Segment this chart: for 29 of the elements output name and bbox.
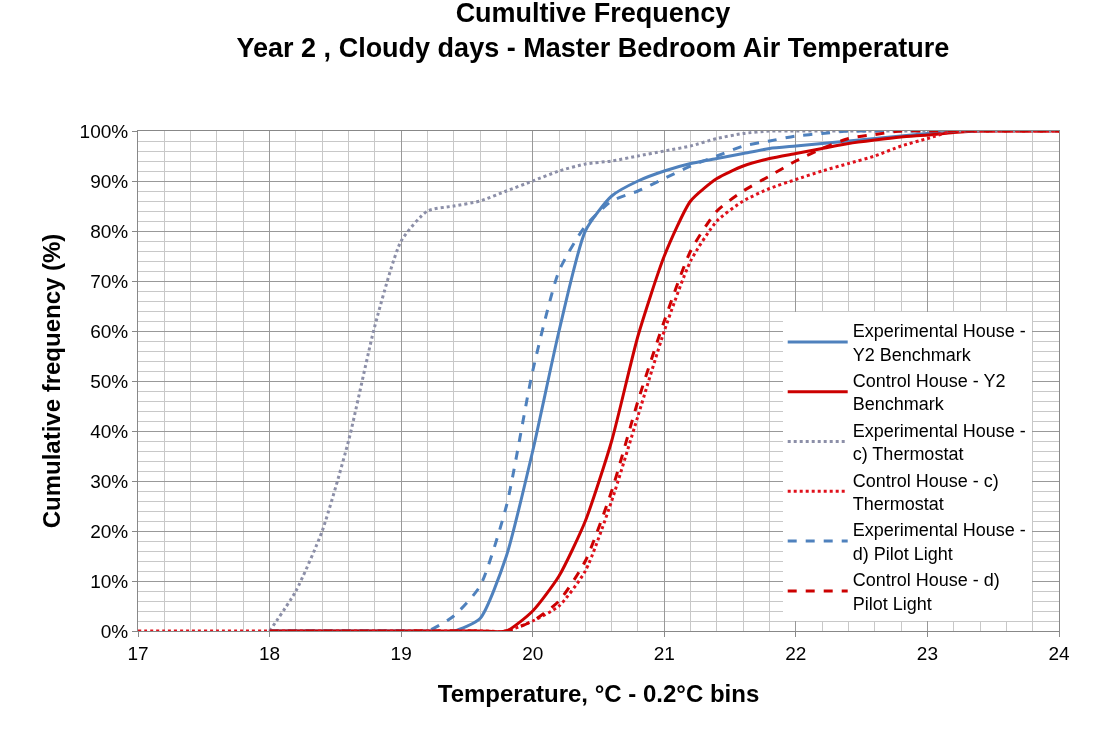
y-tick-label: 10% [90, 570, 129, 592]
x-tick-label: 17 [127, 642, 149, 664]
x-tick-label: 23 [916, 642, 938, 664]
legend-label: Experimental House - d) Pilot Light [852, 520, 1026, 564]
legend-label: Experimental House - c) Thermostat [852, 420, 1026, 465]
chart-subtitle: Year 2 , Cloudy days - Master Bedroom Air Temperature [236, 33, 950, 64]
y-tick-label: 40% [90, 420, 129, 442]
x-tick-label: 21 [653, 642, 675, 664]
y-tick-label: 100% [79, 120, 129, 142]
legend-label: Experimental House - Y2 Benchmark [852, 321, 1026, 365]
y-axis-title: Cumulative frequency (%) [37, 233, 65, 529]
y-tick-label: 60% [90, 320, 129, 342]
legend-label: Control House - d) Pilot Light [852, 570, 1000, 614]
y-tick-label: 80% [90, 220, 129, 242]
y-tick-label: 50% [90, 370, 129, 392]
x-tick-label: 19 [390, 642, 412, 664]
y-tick-label: 20% [90, 520, 129, 542]
x-tick-label: 20 [522, 642, 544, 664]
x-axis-title: Temperature, °C - 0.2°C bins [437, 680, 760, 708]
x-tick-label: 24 [1048, 642, 1070, 664]
x-tick-label: 22 [785, 642, 807, 664]
y-tick-label: 0% [100, 620, 129, 642]
y-tick-label: 90% [90, 170, 129, 192]
y-tick-label: 70% [90, 270, 129, 292]
legend-label: Control House - Y2 Benchmark [852, 371, 1006, 415]
y-tick-label: 30% [90, 470, 129, 492]
legend-label: Control House - c) Thermostat [852, 470, 999, 515]
chart-title: Cumultive Frequency [455, 0, 731, 29]
x-tick-label: 18 [259, 642, 281, 664]
